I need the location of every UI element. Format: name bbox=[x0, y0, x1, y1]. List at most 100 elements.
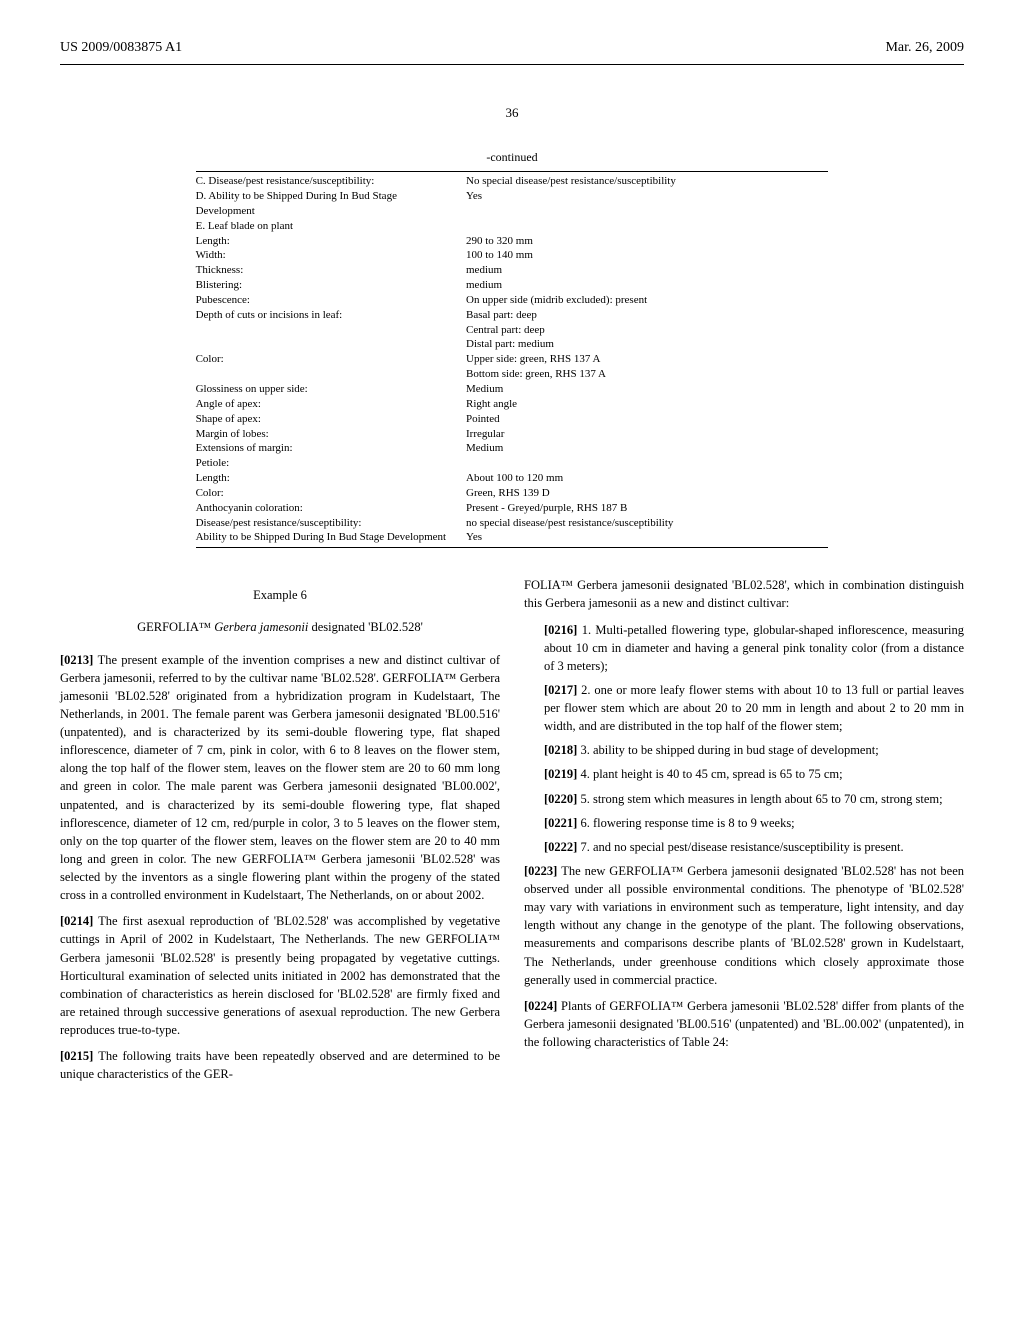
body-paragraph: [0224] Plants of GERFOLIA™ Gerbera james… bbox=[524, 997, 964, 1051]
body-paragraph: [0215] The following traits have been re… bbox=[60, 1047, 500, 1083]
row-value bbox=[466, 456, 828, 471]
row-value: medium bbox=[466, 263, 828, 278]
publication-date: Mar. 26, 2009 bbox=[885, 40, 964, 56]
right-intro: FOLIA™ Gerbera jamesonii designated 'BL0… bbox=[524, 576, 964, 612]
table-row: Width:100 to 140 mm bbox=[196, 248, 829, 263]
row-value: Medium bbox=[466, 382, 828, 397]
table-row: Pubescence:On upper side (midrib exclude… bbox=[196, 293, 829, 308]
row-label bbox=[196, 337, 466, 352]
row-label: Margin of lobes: bbox=[196, 427, 466, 442]
paragraph-number: [0213] bbox=[60, 653, 98, 667]
paragraph-number: [0218] bbox=[544, 743, 580, 757]
table-row: E. Leaf blade on plant bbox=[196, 219, 829, 234]
row-value: Present - Greyed/purple, RHS 187 B bbox=[466, 501, 828, 516]
row-label: Color: bbox=[196, 352, 466, 367]
body-paragraph: [0213] The present example of the invent… bbox=[60, 651, 500, 905]
row-label: Anthocyanin coloration: bbox=[196, 501, 466, 516]
table-row: Extensions of margin:Medium bbox=[196, 441, 829, 456]
row-label: C. Disease/pest resistance/susceptibilit… bbox=[196, 174, 466, 189]
list-item: [0220] 5. strong stem which measures in … bbox=[544, 790, 964, 808]
header-rule bbox=[60, 64, 964, 65]
left-column: Example 6 GERFOLIA™ Gerbera jamesonii de… bbox=[60, 576, 500, 1091]
body-paragraph: [0223] The new GERFOLIA™ Gerbera jameson… bbox=[524, 862, 964, 989]
example-title: GERFOLIA™ Gerbera jamesonii designated '… bbox=[60, 618, 500, 636]
continued-label: -continued bbox=[196, 149, 829, 165]
row-label: Length: bbox=[196, 471, 466, 486]
table-row: Shape of apex:Pointed bbox=[196, 412, 829, 427]
row-value: Basal part: deep bbox=[466, 308, 828, 323]
row-value: Yes bbox=[466, 530, 828, 545]
list-item: [0219] 4. plant height is 40 to 45 cm, s… bbox=[544, 765, 964, 783]
row-value: Irregular bbox=[466, 427, 828, 442]
table-row: Petiole: bbox=[196, 456, 829, 471]
table-row: C. Disease/pest resistance/susceptibilit… bbox=[196, 174, 829, 189]
row-label: Thickness: bbox=[196, 263, 466, 278]
row-label: Pubescence: bbox=[196, 293, 466, 308]
characteristics-table: -continued C. Disease/pest resistance/su… bbox=[196, 149, 829, 548]
row-value: Yes bbox=[466, 189, 828, 219]
example-number: Example 6 bbox=[60, 586, 500, 604]
table-row: Bottom side: green, RHS 137 A bbox=[196, 367, 829, 382]
table-row: Thickness:medium bbox=[196, 263, 829, 278]
paragraph-number: [0217] bbox=[544, 683, 581, 697]
paragraph-number: [0216] bbox=[544, 623, 582, 637]
row-label bbox=[196, 367, 466, 382]
row-value: Medium bbox=[466, 441, 828, 456]
row-label: Color: bbox=[196, 486, 466, 501]
row-label: Length: bbox=[196, 234, 466, 249]
table-row: Depth of cuts or incisions in leaf:Basal… bbox=[196, 308, 829, 323]
row-value: Right angle bbox=[466, 397, 828, 412]
row-label: Petiole: bbox=[196, 456, 466, 471]
row-value: On upper side (midrib excluded): present bbox=[466, 293, 828, 308]
paragraph-number: [0221] bbox=[544, 816, 580, 830]
table-row: Distal part: medium bbox=[196, 337, 829, 352]
list-item: [0222] 7. and no special pest/disease re… bbox=[544, 838, 964, 856]
row-value: Green, RHS 139 D bbox=[466, 486, 828, 501]
body-paragraph: [0214] The first asexual reproduction of… bbox=[60, 912, 500, 1039]
table-row: Color:Green, RHS 139 D bbox=[196, 486, 829, 501]
publication-number: US 2009/0083875 A1 bbox=[60, 40, 182, 56]
right-column: FOLIA™ Gerbera jamesonii designated 'BL0… bbox=[524, 576, 964, 1091]
table-bottom-rule bbox=[196, 547, 829, 548]
paragraph-number: [0220] bbox=[544, 792, 580, 806]
table-row: Color:Upper side: green, RHS 137 A bbox=[196, 352, 829, 367]
row-value: Distal part: medium bbox=[466, 337, 828, 352]
list-item: [0217] 2. one or more leafy flower stems… bbox=[544, 681, 964, 735]
paragraph-number: [0219] bbox=[544, 767, 580, 781]
row-label: E. Leaf blade on plant bbox=[196, 219, 466, 234]
row-value: 290 to 320 mm bbox=[466, 234, 828, 249]
row-value: Pointed bbox=[466, 412, 828, 427]
two-column-body: Example 6 GERFOLIA™ Gerbera jamesonii de… bbox=[60, 576, 964, 1091]
row-value: Bottom side: green, RHS 137 A bbox=[466, 367, 828, 382]
row-label: Extensions of margin: bbox=[196, 441, 466, 456]
page-header: US 2009/0083875 A1 Mar. 26, 2009 bbox=[60, 40, 964, 56]
row-label: Disease/pest resistance/susceptibility: bbox=[196, 516, 466, 531]
trait-list: [0216] 1. Multi-petalled flowering type,… bbox=[524, 621, 964, 856]
paragraph-number: [0223] bbox=[524, 864, 561, 878]
table-row: Anthocyanin coloration:Present - Greyed/… bbox=[196, 501, 829, 516]
paragraph-number: [0224] bbox=[524, 999, 561, 1013]
table-row: Margin of lobes:Irregular bbox=[196, 427, 829, 442]
row-label: Ability to be Shipped During In Bud Stag… bbox=[196, 530, 466, 545]
row-value: Upper side: green, RHS 137 A bbox=[466, 352, 828, 367]
paragraph-number: [0214] bbox=[60, 914, 98, 928]
table-row: Glossiness on upper side:Medium bbox=[196, 382, 829, 397]
table-row: Length:About 100 to 120 mm bbox=[196, 471, 829, 486]
row-label: Angle of apex: bbox=[196, 397, 466, 412]
table-row: Blistering:medium bbox=[196, 278, 829, 293]
table-row: D. Ability to be Shipped During In Bud S… bbox=[196, 189, 829, 219]
row-value: Central part: deep bbox=[466, 323, 828, 338]
list-item: [0216] 1. Multi-petalled flowering type,… bbox=[544, 621, 964, 675]
table-row: Disease/pest resistance/susceptibility:n… bbox=[196, 516, 829, 531]
row-value: 100 to 140 mm bbox=[466, 248, 828, 263]
row-value bbox=[466, 219, 828, 234]
row-label bbox=[196, 323, 466, 338]
row-value: About 100 to 120 mm bbox=[466, 471, 828, 486]
page-number: 36 bbox=[60, 105, 964, 121]
row-value: medium bbox=[466, 278, 828, 293]
paragraph-number: [0222] bbox=[544, 840, 580, 854]
table-row: Central part: deep bbox=[196, 323, 829, 338]
paragraph-number: [0215] bbox=[60, 1049, 98, 1063]
list-item: [0218] 3. ability to be shipped during i… bbox=[544, 741, 964, 759]
row-label: Shape of apex: bbox=[196, 412, 466, 427]
